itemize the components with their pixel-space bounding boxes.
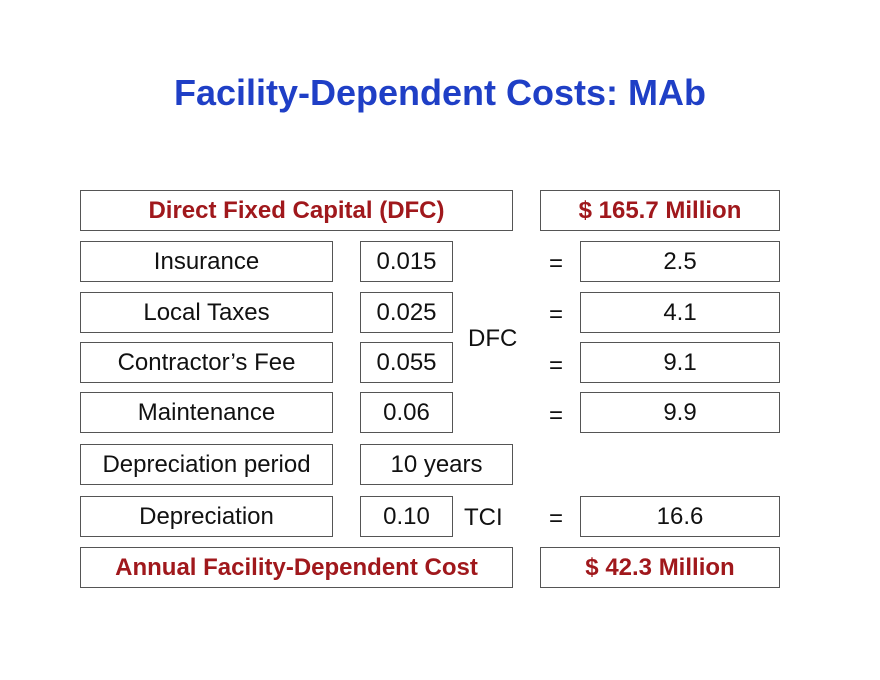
insurance-label: Insurance xyxy=(80,241,333,282)
contractors-fee-factor: 0.055 xyxy=(360,342,453,383)
annual-cost-value-box: $ 42.3 Million xyxy=(540,547,780,588)
annual-cost-label-box: Annual Facility-Dependent Cost xyxy=(80,547,513,588)
depreciation-period-label: Depreciation period xyxy=(80,444,333,485)
maintenance-equals: = xyxy=(548,402,563,429)
slide-title: Facility-Dependent Costs: MAb xyxy=(173,72,707,113)
dfc-label-box: Direct Fixed Capital (DFC) xyxy=(80,190,513,231)
local-taxes-factor: 0.025 xyxy=(360,292,453,333)
contractors-fee-result: 9.1 xyxy=(580,342,780,383)
dfc-value-box: $ 165.7 Million xyxy=(540,190,780,231)
maintenance-factor: 0.06 xyxy=(360,392,453,433)
depreciation-label: Depreciation xyxy=(80,496,333,537)
contractors-fee-equals: = xyxy=(548,352,563,379)
maintenance-label: Maintenance xyxy=(80,392,333,433)
local-taxes-equals: = xyxy=(548,301,563,328)
local-taxes-result: 4.1 xyxy=(580,292,780,333)
depreciation-result: 16.6 xyxy=(580,496,780,537)
depreciation-period-value: 10 years xyxy=(360,444,513,485)
depreciation-factor: 0.10 xyxy=(360,496,453,537)
insurance-result: 2.5 xyxy=(580,241,780,282)
dfc-basis-label: DFC xyxy=(468,325,518,352)
insurance-factor: 0.015 xyxy=(360,241,453,282)
depreciation-equals: = xyxy=(548,505,563,532)
tci-basis-label: TCI xyxy=(464,504,503,531)
contractors-fee-label: Contractor’s Fee xyxy=(80,342,333,383)
insurance-equals: = xyxy=(548,250,563,277)
maintenance-result: 9.9 xyxy=(580,392,780,433)
local-taxes-label: Local Taxes xyxy=(80,292,333,333)
